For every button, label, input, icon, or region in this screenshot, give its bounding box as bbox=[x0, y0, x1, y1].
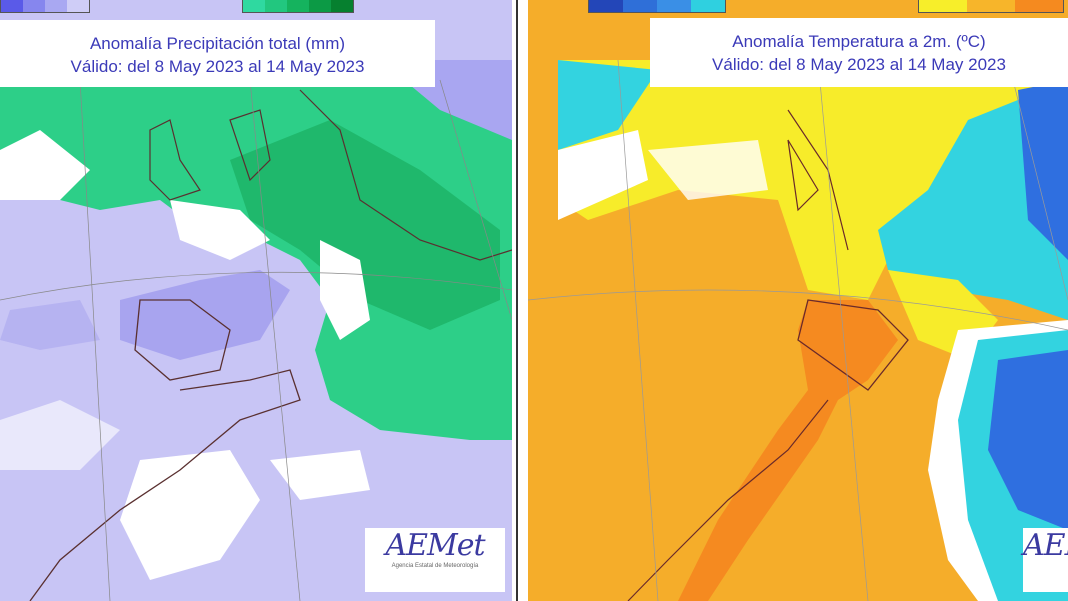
logo-mark: AEMet bbox=[1023, 528, 1068, 563]
map-title: Anomalía Precipitación total (mm) bbox=[89, 34, 346, 53]
precipitation-anomaly-panel: Anomalía Precipitación total (mm) Válido… bbox=[0, 0, 512, 601]
precipitation-title-box: Anomalía Precipitación total (mm) Válido… bbox=[0, 20, 435, 87]
precipitation-legend-dry bbox=[0, 0, 90, 13]
validity-dates: Válido: del 8 May 2023 al 14 May 2023 bbox=[70, 57, 365, 76]
temperature-anomaly-panel: Anomalía Temperatura a 2m. (ºC) Válido: … bbox=[528, 0, 1068, 601]
temperature-legend-cold bbox=[588, 0, 726, 13]
precipitation-legend-wet bbox=[242, 0, 354, 13]
panel-divider bbox=[516, 0, 518, 601]
temperature-legend-warm bbox=[918, 0, 1064, 13]
temperature-anomaly-map bbox=[528, 0, 1068, 601]
precipitation-anomaly-map bbox=[0, 0, 512, 601]
logo-subtitle: Agencia Estatal de Meteorología bbox=[391, 563, 479, 569]
aemet-logo: AEMet Agencia Estatal de Meteorología bbox=[365, 528, 505, 592]
logo-mark: AEMet bbox=[385, 528, 485, 563]
temperature-title-box: Anomalía Temperatura a 2m. (ºC) Válido: … bbox=[650, 18, 1068, 87]
aemet-logo: AEMet bbox=[1023, 528, 1068, 592]
validity-dates: Válido: del 8 May 2023 al 14 May 2023 bbox=[712, 55, 1006, 74]
map-title: Anomalía Temperatura a 2m. (ºC) bbox=[732, 32, 986, 51]
